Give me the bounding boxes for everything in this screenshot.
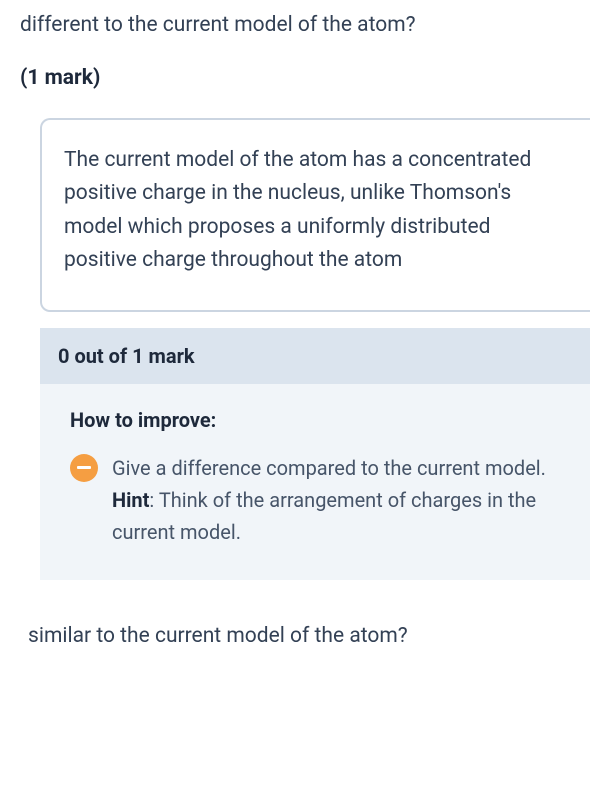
improve-text: Give a difference compared to the curren… [112, 452, 570, 548]
score-section: 0 out of 1 mark How to improve: Give a d… [40, 328, 590, 580]
score-text: 0 out of 1 mark [58, 344, 572, 368]
answer-text: The current model of the atom has a conc… [64, 144, 568, 278]
hint-label: Hint [112, 488, 149, 512]
answer-box[interactable]: The current model of the atom has a conc… [40, 118, 590, 312]
minus-bar [77, 466, 91, 469]
next-question-text: similar to the current model of the atom… [28, 624, 590, 648]
minus-icon [70, 454, 98, 482]
improve-item-text: Give a difference compared to the curren… [112, 456, 546, 480]
score-header: 0 out of 1 mark [40, 328, 590, 384]
improve-section: How to improve: Give a difference compar… [40, 384, 590, 580]
question-text: different to the current model of the at… [20, 10, 590, 42]
improve-item: Give a difference compared to the curren… [70, 452, 570, 548]
hint-text: : Think of the arrangement of charges in… [112, 488, 536, 544]
mark-label: (1 mark) [20, 66, 590, 90]
question-container: different to the current model of the at… [0, 0, 590, 648]
improve-heading: How to improve: [70, 408, 570, 432]
